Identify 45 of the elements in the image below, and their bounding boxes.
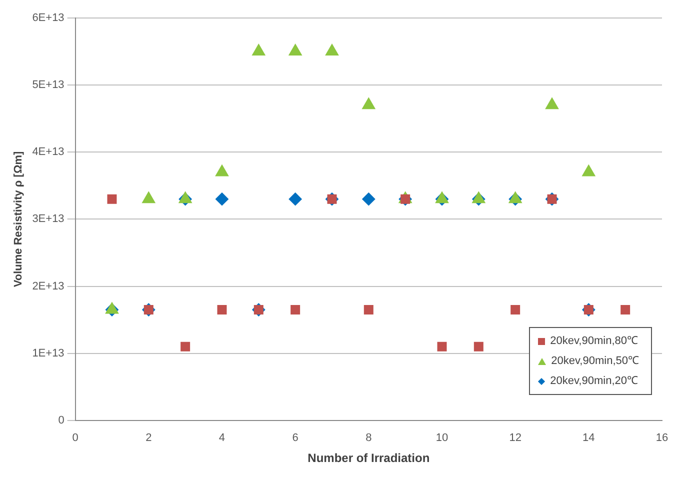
y-tick-label: 6E+13	[32, 12, 64, 24]
y-tick-label: 0	[58, 414, 64, 426]
y-tick-label: 3E+13	[32, 213, 64, 226]
point	[288, 192, 302, 206]
x-tick-label: 10	[436, 432, 448, 444]
point	[288, 44, 302, 56]
point	[364, 305, 374, 314]
x-tick-label: 14	[582, 432, 595, 444]
point	[142, 192, 156, 204]
point	[510, 305, 520, 314]
x-tick-label: 4	[218, 432, 226, 444]
point	[290, 305, 300, 314]
point	[362, 192, 376, 206]
x-tick-label: 6	[292, 432, 298, 444]
point	[620, 305, 630, 314]
y-tick-label: 1E+13	[32, 347, 64, 360]
x-tick-label: 12	[509, 432, 522, 444]
point	[474, 342, 484, 352]
legend-label: 20kev,90min,20℃	[550, 375, 638, 387]
point	[178, 192, 192, 204]
point	[215, 192, 228, 206]
point	[435, 192, 449, 204]
y-tick-label: 4E+13	[32, 146, 64, 158]
y-axis-title: Volume Resistivity ρ [Ωm]	[12, 150, 25, 288]
x-tick-label: 8	[366, 432, 372, 444]
y-tick-label: 5E+13	[32, 79, 64, 92]
point	[508, 192, 522, 204]
x-tick-label: 2	[146, 432, 152, 444]
point	[545, 98, 559, 110]
point	[582, 164, 596, 176]
point	[325, 44, 339, 56]
x-axis-title: Number of Irradiation	[308, 451, 430, 466]
point	[215, 164, 229, 176]
point	[362, 98, 376, 110]
legend-label: 20kev,90min,80℃	[550, 335, 638, 347]
point	[437, 342, 447, 352]
point	[107, 194, 117, 204]
point	[472, 192, 486, 204]
y-tick-label: 2E+13	[32, 280, 64, 292]
point	[180, 342, 190, 352]
x-tick-label: 0	[72, 432, 78, 444]
x-tick-label: 16	[656, 432, 668, 444]
legend-label: 20kev,90min,50℃	[551, 355, 639, 367]
point	[217, 305, 227, 314]
point	[252, 44, 266, 56]
